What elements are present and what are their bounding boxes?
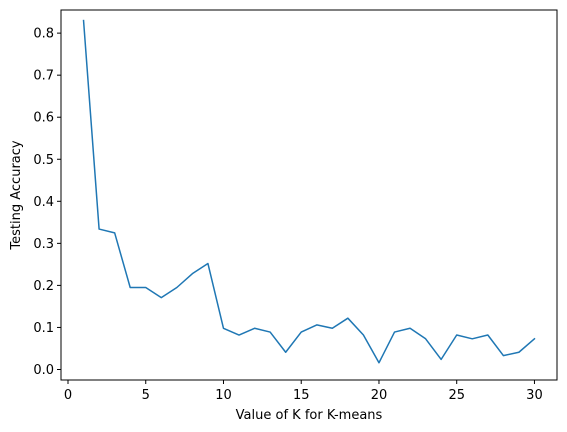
x-tick-label: 15 (293, 388, 310, 403)
x-tick-label: 10 (215, 388, 232, 403)
y-tick-label: 0.8 (33, 27, 54, 42)
y-tick-label: 0.3 (33, 237, 54, 252)
y-tick-label: 0.5 (33, 153, 54, 168)
y-axis-label: Testing Accuracy (9, 140, 24, 250)
series-line-0 (82, 19, 536, 364)
y-tick-label: 0.0 (33, 363, 54, 378)
y-tick-label: 0.1 (33, 321, 54, 336)
x-axis-ticks: 0 5 10 15 20 25 30 (64, 380, 543, 403)
x-tick-label: 20 (371, 388, 388, 403)
y-axis-ticks: 0.0 0.1 0.2 0.3 0.4 0.5 0.6 0.7 0.8 (33, 27, 61, 378)
y-tick-label: 0.7 (33, 69, 54, 84)
x-tick-label: 5 (142, 388, 150, 403)
x-axis-label: Value of K for K-means (236, 408, 383, 423)
y-tick-label: 0.4 (33, 195, 54, 210)
plot-area (82, 19, 536, 364)
x-tick-label: 30 (526, 388, 543, 403)
y-tick-label: 0.6 (33, 111, 54, 126)
x-tick-label: 25 (448, 388, 465, 403)
y-tick-label: 0.2 (33, 279, 54, 294)
axes-frame (60, 9, 558, 381)
x-tick-label: 0 (64, 388, 72, 403)
